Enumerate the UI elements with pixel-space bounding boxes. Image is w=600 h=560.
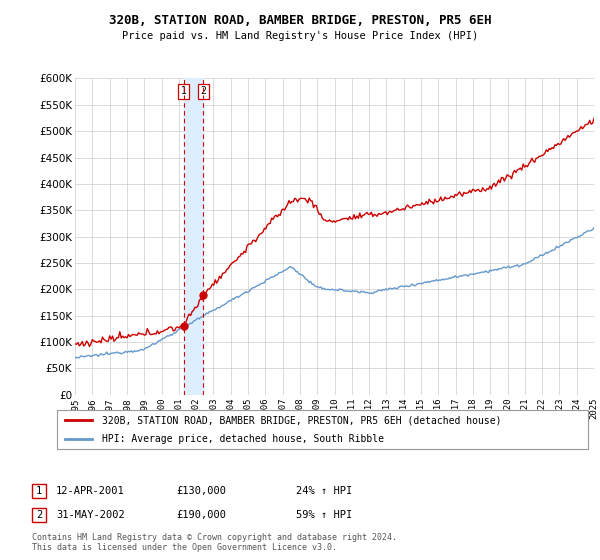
FancyBboxPatch shape — [56, 410, 589, 449]
Text: 59% ↑ HPI: 59% ↑ HPI — [296, 510, 352, 520]
Text: 320B, STATION ROAD, BAMBER BRIDGE, PRESTON, PR5 6EH (detached house): 320B, STATION ROAD, BAMBER BRIDGE, PREST… — [103, 415, 502, 425]
Text: Price paid vs. HM Land Registry's House Price Index (HPI): Price paid vs. HM Land Registry's House … — [122, 31, 478, 41]
Bar — [184, 78, 203, 395]
Text: 12-APR-2001: 12-APR-2001 — [56, 486, 125, 496]
Text: 320B, STATION ROAD, BAMBER BRIDGE, PRESTON, PR5 6EH: 320B, STATION ROAD, BAMBER BRIDGE, PREST… — [109, 14, 491, 27]
Text: 2: 2 — [200, 86, 206, 96]
Text: Contains HM Land Registry data © Crown copyright and database right 2024.: Contains HM Land Registry data © Crown c… — [32, 533, 397, 542]
Text: 24% ↑ HPI: 24% ↑ HPI — [296, 486, 352, 496]
Text: 1: 1 — [181, 86, 187, 96]
Text: HPI: Average price, detached house, South Ribble: HPI: Average price, detached house, Sout… — [103, 435, 385, 445]
Text: 31-MAY-2002: 31-MAY-2002 — [56, 510, 125, 520]
FancyBboxPatch shape — [32, 484, 46, 498]
Text: This data is licensed under the Open Government Licence v3.0.: This data is licensed under the Open Gov… — [32, 543, 337, 552]
FancyBboxPatch shape — [32, 508, 46, 522]
Text: 2: 2 — [36, 510, 42, 520]
Text: £190,000: £190,000 — [176, 510, 226, 520]
Text: 1: 1 — [36, 486, 42, 496]
Text: £130,000: £130,000 — [176, 486, 226, 496]
